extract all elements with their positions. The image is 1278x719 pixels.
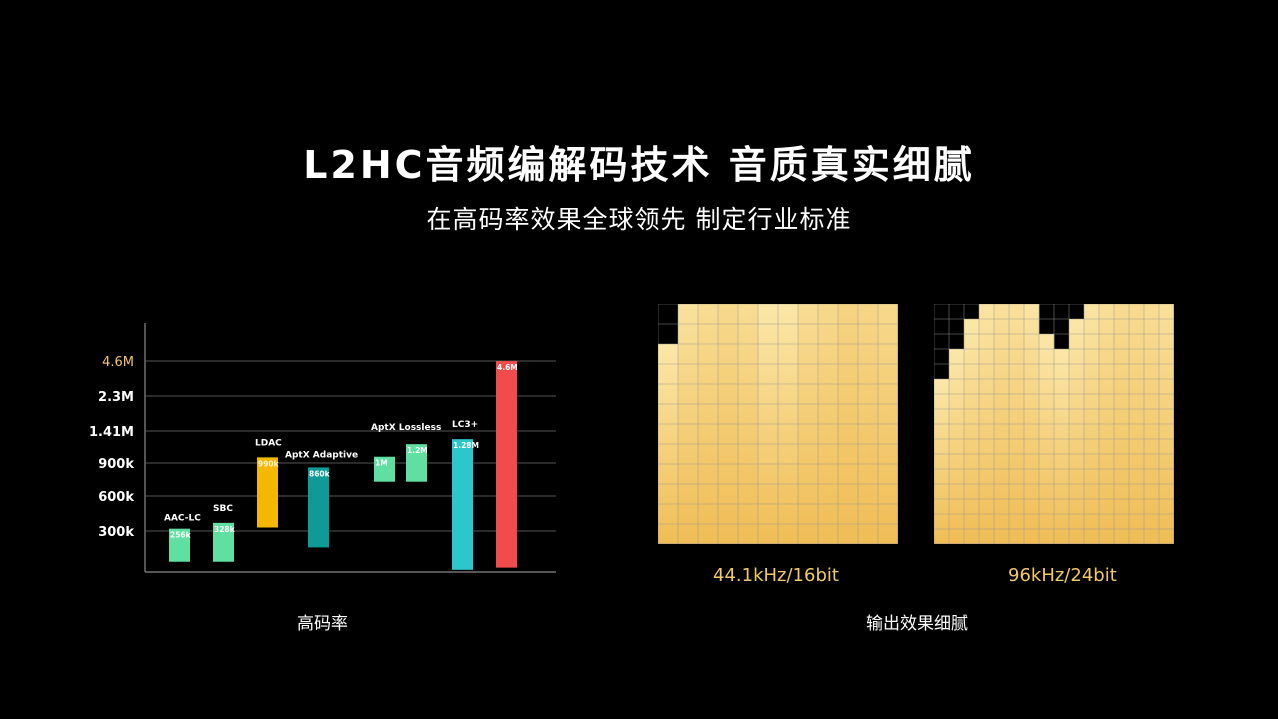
bar-value-label: 1.28M [453, 441, 479, 450]
y-tick-label: 300k [98, 525, 134, 540]
bar-aptx-adaptive [308, 467, 329, 548]
bar-value-label: 990k [258, 459, 280, 468]
grid-high-column [934, 379, 950, 544]
y-tick-label: 4.6M [102, 355, 134, 370]
slide-subtitle: 在高码率效果全球领先 制定行业标准 [426, 205, 852, 234]
bar-name-label: SBC [213, 504, 233, 514]
y-tick-label: 600k [98, 490, 134, 505]
bar-series-4 [374, 456, 395, 482]
bar-value-label: 1M [375, 459, 388, 468]
bar-value-label: 328k [214, 525, 236, 534]
bar-lc3- [452, 439, 473, 570]
bar-name-label: AptX Adaptive [285, 450, 358, 460]
slide-title: L2HC音频编解码技术 音质真实细腻 [303, 143, 975, 187]
grid-high-column [964, 319, 980, 544]
bar-series-7 [496, 361, 517, 568]
bar-aptx-lossless [406, 444, 427, 482]
bar-value-label: 1.2M [407, 446, 428, 455]
bar-value-label: 256k [170, 531, 192, 540]
bar-name-label: AptX Lossless [371, 423, 441, 433]
bar-value-label: 860k [309, 469, 331, 478]
grid-low-label: 44.1kHz/16bit [713, 565, 839, 586]
resolution-grid-low [658, 304, 898, 544]
bar-aac-lc [169, 528, 190, 562]
bar-name-label: LDAC [255, 438, 282, 448]
y-tick-label: 2.3M [98, 390, 134, 405]
resolution-grid-high [934, 304, 1174, 544]
grid-high-column [1054, 349, 1070, 544]
grid-high-label: 96kHz/24bit [1008, 565, 1117, 586]
bar-ldac [257, 457, 278, 528]
output-caption: 输出效果细腻 [866, 614, 968, 634]
bar-sbc [213, 522, 234, 562]
bitrate-chart: 300k 600k 900k 1.41M 2.3M 4.6M 256k AAC-LC 328k… [89, 323, 556, 573]
grid-high-column [1069, 319, 1085, 544]
bitrate-caption: 高码率 [297, 614, 348, 634]
bar-name-label: AAC-LC [164, 514, 201, 524]
y-tick-label: 1.41M [89, 425, 134, 440]
bar-name-label: LC3+ [452, 420, 478, 430]
bar-value-label: 4.6M [497, 363, 518, 372]
grid-high-column [949, 349, 965, 544]
y-tick-label: 900k [98, 457, 134, 472]
